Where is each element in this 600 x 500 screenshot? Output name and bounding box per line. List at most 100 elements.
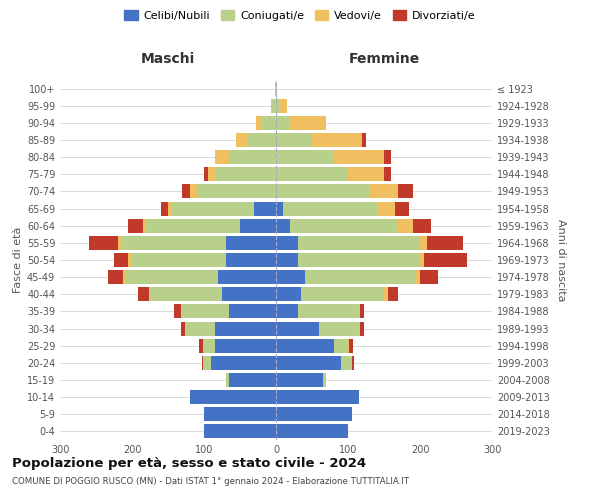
Bar [199,338,203,352]
Bar [276,304,298,318]
Bar [398,218,413,232]
Bar [108,270,122,284]
Bar [122,270,125,284]
Bar [360,322,364,336]
Bar [226,253,276,267]
Bar [215,338,276,352]
Bar [211,356,276,370]
Bar [276,98,280,112]
Bar [174,304,181,318]
Bar [395,202,409,215]
Bar [377,202,395,215]
Legend: Celibi/Nubili, Coniugati/e, Vedovi/e, Divorziati/e: Celibi/Nubili, Coniugati/e, Vedovi/e, Di… [120,6,480,25]
Bar [256,116,262,130]
Bar [276,408,352,422]
Bar [262,116,276,130]
Bar [222,288,276,302]
Bar [424,253,467,267]
Bar [275,82,276,96]
Text: Popolazione per età, sesso e stato civile - 2024: Popolazione per età, sesso e stato civil… [12,458,366,470]
Bar [186,322,215,336]
Bar [276,184,370,198]
Bar [132,253,226,267]
Bar [226,236,276,250]
Bar [271,98,272,112]
Bar [138,288,149,302]
Bar [168,202,172,215]
Bar [301,288,384,302]
Bar [276,133,312,147]
Bar [208,168,215,181]
Bar [341,356,352,370]
Y-axis label: Anni di nascita: Anni di nascita [556,219,566,301]
Bar [181,322,185,336]
Bar [226,373,229,387]
Bar [283,202,377,215]
Bar [276,356,341,370]
Bar [276,373,323,387]
Bar [172,202,254,215]
Bar [240,218,276,232]
Bar [276,322,319,336]
Bar [150,288,222,302]
Bar [276,424,348,438]
Bar [128,253,132,267]
Bar [348,168,384,181]
Bar [359,304,360,318]
Bar [181,304,182,318]
Bar [420,253,424,267]
Bar [118,236,121,250]
Bar [204,168,208,181]
Bar [229,304,276,318]
Bar [319,322,359,336]
Bar [182,304,229,318]
Bar [276,390,359,404]
Bar [215,150,229,164]
Bar [276,82,277,96]
Bar [384,168,391,181]
Bar [125,270,218,284]
Bar [215,322,276,336]
Bar [236,133,247,147]
Bar [185,322,186,336]
Bar [89,236,118,250]
Bar [348,338,349,352]
Bar [388,288,398,302]
Bar [204,338,215,352]
Bar [427,236,463,250]
Bar [360,304,364,318]
Bar [276,116,290,130]
Text: Maschi: Maschi [141,52,195,66]
Bar [276,150,334,164]
Bar [323,373,326,387]
Bar [370,184,398,198]
Bar [203,338,204,352]
Bar [398,184,413,198]
Text: COMUNE DI POGGIO RUSCO (MN) - Dati ISTAT 1° gennaio 2024 - Elaborazione TUTTITAL: COMUNE DI POGGIO RUSCO (MN) - Dati ISTAT… [12,478,409,486]
Bar [276,253,298,267]
Bar [114,253,128,267]
Bar [215,168,276,181]
Bar [290,218,398,232]
Bar [276,288,301,302]
Bar [416,270,420,284]
Bar [149,288,150,302]
Bar [362,133,366,147]
Bar [229,373,276,387]
Bar [298,304,359,318]
Bar [384,288,388,302]
Bar [190,184,197,198]
Bar [254,202,276,215]
Bar [413,218,431,232]
Bar [334,338,348,352]
Bar [276,236,298,250]
Bar [121,236,226,250]
Y-axis label: Fasce di età: Fasce di età [13,227,23,293]
Bar [146,218,240,232]
Bar [420,270,438,284]
Bar [143,218,146,232]
Bar [197,184,276,198]
Bar [276,202,283,215]
Bar [276,218,290,232]
Bar [305,270,416,284]
